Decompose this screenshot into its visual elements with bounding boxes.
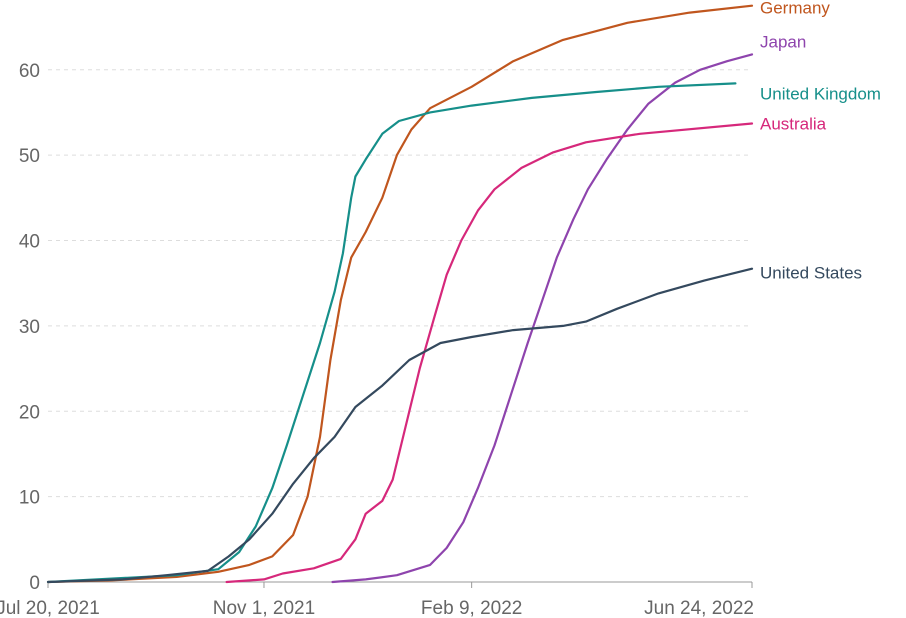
series-line-united-kingdom [46,82,737,584]
y-tick-label: 0 [29,573,40,594]
series-label-germany: Germany [760,0,830,18]
y-tick-label: 30 [19,317,40,338]
series-label-united-kingdom: United Kingdom [760,84,881,103]
series-line-germany [46,4,754,584]
y-tick-label: 40 [19,232,40,253]
x-tick-label: Nov 1, 2021 [213,598,315,618]
series-labels: Germany Japan United Kingdom Australia Unite… [760,0,881,283]
x-tick-label: Jun 24, 2022 [644,598,754,618]
series-label-united-states: United States [760,264,862,283]
y-tick-label: 10 [19,488,40,509]
series-lines [46,4,754,584]
y-tick-label: 20 [19,402,40,423]
series-line-australia [225,122,754,584]
x-tick-label: Feb 9, 2022 [421,598,522,618]
x-tick-label: Jul 20, 2021 [0,598,100,618]
x-axis: Jul 20, 2021 Nov 1, 2021 Feb 9, 2022 Jun 24… [0,581,754,618]
series-line-united-states [46,267,754,584]
series-label-australia: Australia [760,115,827,134]
y-tick-label: 50 [19,146,40,167]
y-axis-labels: 0 10 20 30 40 50 60 [19,61,40,594]
y-tick-label: 60 [19,61,40,82]
series-line-japan [331,53,754,584]
gridlines [48,69,752,498]
series-label-japan: Japan [760,32,806,51]
